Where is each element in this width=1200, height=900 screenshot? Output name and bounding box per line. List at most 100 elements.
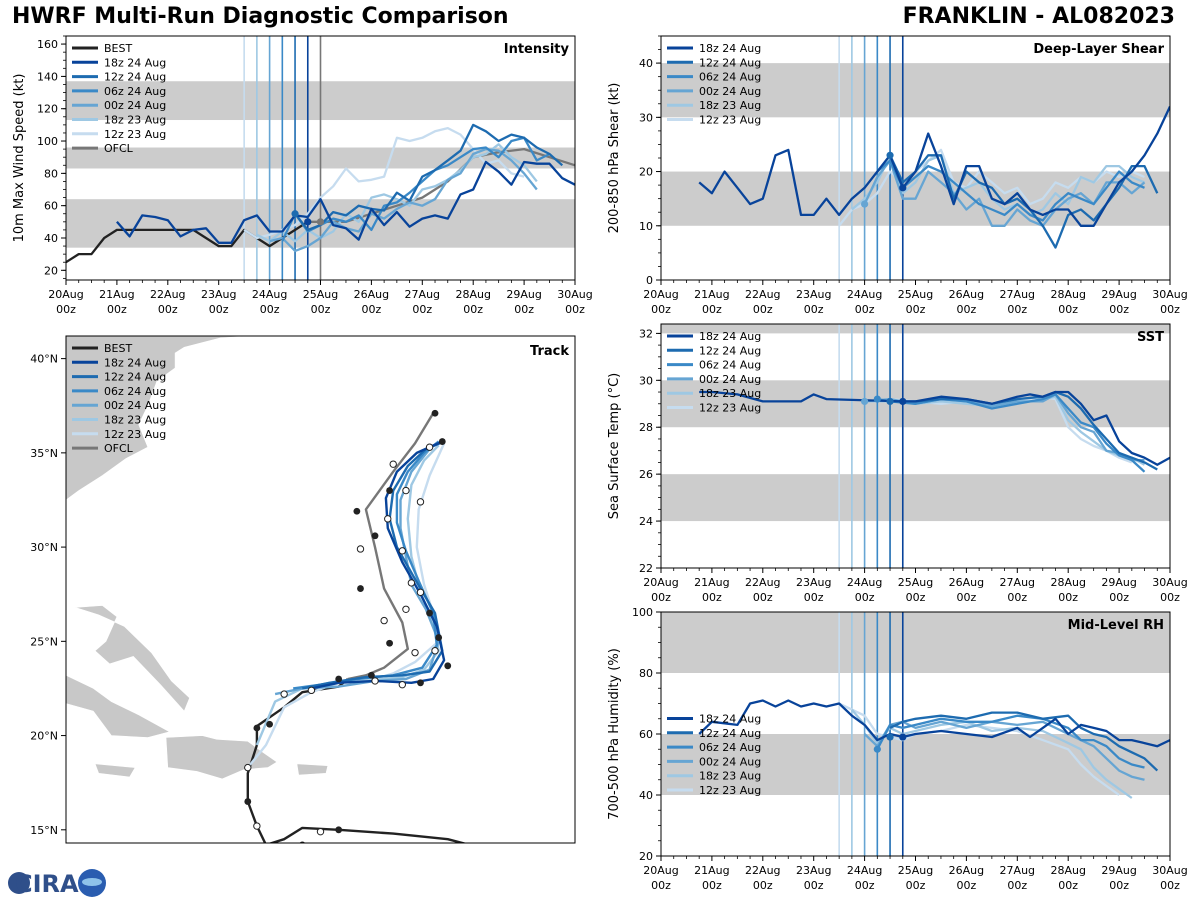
track-position-filled xyxy=(266,720,273,728)
rh-init-marker xyxy=(886,733,894,741)
sst-xtick-label: 20Aug xyxy=(643,576,678,589)
sst-series-18z-24-aug xyxy=(699,390,1170,466)
intensity-xtick-label: 24Aug xyxy=(252,288,287,301)
sst-xtick-label: 29Aug xyxy=(1101,576,1136,589)
sst-init-marker xyxy=(873,395,881,403)
track-position-filled xyxy=(435,634,443,641)
shear-ylabel: 200-850 hPa Shear (kt) xyxy=(607,83,622,234)
sst-xtick-label-hour: 00z xyxy=(1007,591,1027,604)
intensity-ytick-label: 20 xyxy=(44,264,58,277)
rh-xtick-label: 20Aug xyxy=(643,864,678,877)
shear-panel-title: Deep-Layer Shear xyxy=(1033,42,1164,57)
shear-ytick-label: 0 xyxy=(646,274,653,287)
shear-legend-label: 12z 24 Aug xyxy=(699,56,761,69)
shear-init-marker xyxy=(861,200,869,208)
rh-xtick-label-hour: 00z xyxy=(651,879,671,892)
track-position-filled xyxy=(368,671,375,679)
track-position-filled xyxy=(431,409,439,417)
panel-rh: 20 40 60 80 100 20Aug 00z 21Aug 00z 22Aug 00z 23Aug… xyxy=(607,606,1188,892)
shear-series-12z-24-aug xyxy=(888,154,1159,249)
track-position-open xyxy=(402,486,410,495)
shear-legend-label: 12z 23 Aug xyxy=(699,114,761,127)
track-position-open xyxy=(425,443,434,451)
track-position-open xyxy=(384,515,392,523)
sst-xtick-label-hour: 00z xyxy=(957,591,977,604)
shear-xtick-label: 30Aug xyxy=(1152,288,1187,301)
sst-ytick-label: 26 xyxy=(639,468,653,481)
track-position-filled xyxy=(371,532,379,540)
intensity-init-marker xyxy=(304,218,312,226)
track-position-open xyxy=(316,827,325,836)
track-position-open xyxy=(389,460,397,468)
intensity-legend-label: 12z 23 Aug xyxy=(104,128,166,141)
shear-xtick-label: 20Aug xyxy=(643,288,678,301)
track-position-open xyxy=(356,545,365,553)
intensity-plot-area xyxy=(66,36,575,280)
sst-ytick-label: 22 xyxy=(639,562,653,575)
shear-xtick-label: 22Aug xyxy=(745,288,780,301)
sst-ytick-label: 32 xyxy=(639,327,653,340)
rh-band xyxy=(661,734,1170,795)
rh-xtick-label-hour: 00z xyxy=(804,879,824,892)
rh-ytick-label: 40 xyxy=(639,789,653,802)
shear-xtick-label: 26Aug xyxy=(949,288,984,301)
intensity-xtick-label: 22Aug xyxy=(150,288,185,301)
rh-xtick-label-hour: 00z xyxy=(1058,879,1078,892)
intensity-ytick-label: 140 xyxy=(37,70,58,83)
sst-xtick-label: 27Aug xyxy=(1000,576,1035,589)
intensity-ytick-label: 160 xyxy=(37,38,58,51)
hispaniola-land xyxy=(165,735,278,780)
track-position-filled xyxy=(253,724,261,732)
sst-legend-label: 12z 24 Aug xyxy=(699,344,761,357)
sst-xtick-label: 25Aug xyxy=(898,576,933,589)
intensity-ytick-label: 80 xyxy=(44,167,58,180)
sst-legend-label: 12z 23 Aug xyxy=(699,402,761,415)
track-position-open xyxy=(280,690,288,698)
shear-legend-label: 18z 23 Aug xyxy=(699,99,761,112)
cira-logo-text: CIRA xyxy=(15,870,79,898)
sst-xtick-label: 26Aug xyxy=(949,576,984,589)
intensity-xtick-label: 26Aug xyxy=(354,288,389,301)
sst-legend-label: 18z 24 Aug xyxy=(699,330,761,343)
sst-xtick-label: 28Aug xyxy=(1050,576,1085,589)
shear-xtick-label: 29Aug xyxy=(1101,288,1136,301)
rh-xtick-label: 28Aug xyxy=(1050,864,1085,877)
track-legend-label: 12z 24 Aug xyxy=(104,371,166,384)
shear-xtick-label-hour: 00z xyxy=(1007,303,1027,316)
rh-plot-area xyxy=(661,612,1170,856)
intensity-xtick-label: 30Aug xyxy=(557,288,592,301)
shear-xtick-label-hour: 00z xyxy=(702,303,722,316)
track-lat-label: 35°N xyxy=(30,447,58,460)
sst-xtick-label-hour: 00z xyxy=(804,591,824,604)
track-position-open xyxy=(398,547,407,555)
track-position-open xyxy=(380,616,388,625)
track-legend-label: 18z 24 Aug xyxy=(104,356,166,369)
sst-ylabel: Sea Surface Temp (°C) xyxy=(607,373,622,520)
intensity-legend-label: 06z 24 Aug xyxy=(104,85,166,98)
track-18z-23-aug xyxy=(255,444,440,746)
sst-series-06z-24-aug xyxy=(877,393,1146,473)
track-panel-title: Track xyxy=(530,344,569,359)
rh-init-marker xyxy=(873,745,881,753)
rh-series-18z-24-aug xyxy=(698,699,1170,748)
track-position-filled xyxy=(244,798,252,805)
intensity-xtick-label: 23Aug xyxy=(201,288,236,301)
track-legend-label: 18z 23 Aug xyxy=(104,414,166,427)
track-position-filled xyxy=(417,679,424,687)
rh-xtick-label: 27Aug xyxy=(1000,864,1035,877)
sst-panel-title: SST xyxy=(1137,330,1164,345)
rh-legend-label: 18z 23 Aug xyxy=(699,770,761,783)
bahamas-land xyxy=(75,605,190,712)
rh-xtick-label: 26Aug xyxy=(949,864,984,877)
intensity-xtick-label: 21Aug xyxy=(99,288,134,301)
figure-title-right: FRANKLIN - AL082023 xyxy=(902,4,1175,29)
sst-ytick-label: 28 xyxy=(639,421,653,434)
sst-band xyxy=(661,474,1170,522)
sst-xtick-label-hour: 00z xyxy=(753,591,773,604)
sst-ytick-label: 24 xyxy=(639,515,653,528)
track-position-filled xyxy=(386,639,393,647)
intensity-xtick-label: 29Aug xyxy=(506,288,541,301)
intensity-series-12z-23-aug xyxy=(243,126,525,240)
